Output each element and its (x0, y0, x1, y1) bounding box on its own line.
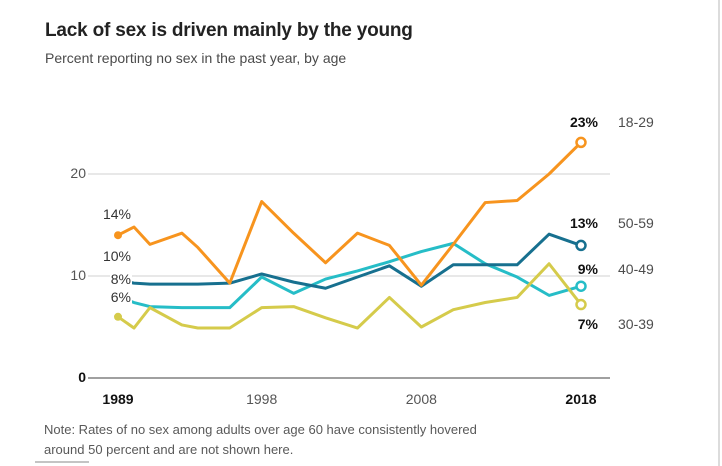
bottom-divider (35, 461, 89, 463)
start-value-text: 10% (101, 247, 132, 264)
x-tick-1998: 1998 (246, 391, 278, 407)
chart-subtitle: Percent reporting no sex in the past yea… (45, 50, 347, 66)
y-tick-0: 0 (78, 369, 86, 385)
start-dot-30-39 (114, 312, 122, 321)
end-marker-50-59 (575, 239, 587, 252)
start-value-text: 8% (109, 270, 132, 287)
y-tick-10: 10 (70, 267, 86, 283)
start-value-label-30-39: 6% (42, 289, 132, 306)
end-value-label-18-29: 23% (569, 114, 598, 131)
page-right-border (718, 0, 720, 466)
x-tick-2018: 2018 (565, 391, 597, 407)
start-value-text: 6% (109, 289, 132, 306)
start-value-label-40-49: 8% (42, 270, 132, 287)
series-line-40-49 (116, 241, 583, 310)
series-line-50-59 (116, 232, 583, 290)
series-line-30-39 (116, 262, 583, 330)
chart-title: Lack of sex is driven mainly by the youn… (45, 20, 413, 41)
end-value-label-30-39: 7% (577, 315, 598, 332)
end-value-label-40-49: 9% (577, 260, 598, 277)
end-marker-40-49 (575, 280, 587, 292)
x-tick-2008: 2008 (405, 391, 437, 407)
start-value-label-50-59: 10% (42, 247, 132, 264)
legend-age-30-39: 30-39 (618, 315, 654, 332)
chart-note: Note: Rates of no sex among adults over … (44, 422, 477, 458)
start-value-text: 14% (101, 205, 132, 222)
end-marker-30-39 (575, 298, 587, 311)
start-dot-18-29 (114, 231, 122, 240)
series-line-18-29 (116, 140, 583, 287)
end-marker-18-29 (575, 136, 587, 149)
x-tick-1989: 1989 (102, 391, 134, 407)
end-value-label-50-59: 13% (569, 215, 598, 231)
legend-age-40-49: 40-49 (618, 260, 654, 277)
y-tick-20: 20 (70, 165, 86, 181)
legend-age-18-29: 18-29 (618, 114, 654, 131)
start-value-label-18-29: 14% (42, 205, 132, 222)
legend-age-50-59: 50-59 (618, 215, 654, 231)
